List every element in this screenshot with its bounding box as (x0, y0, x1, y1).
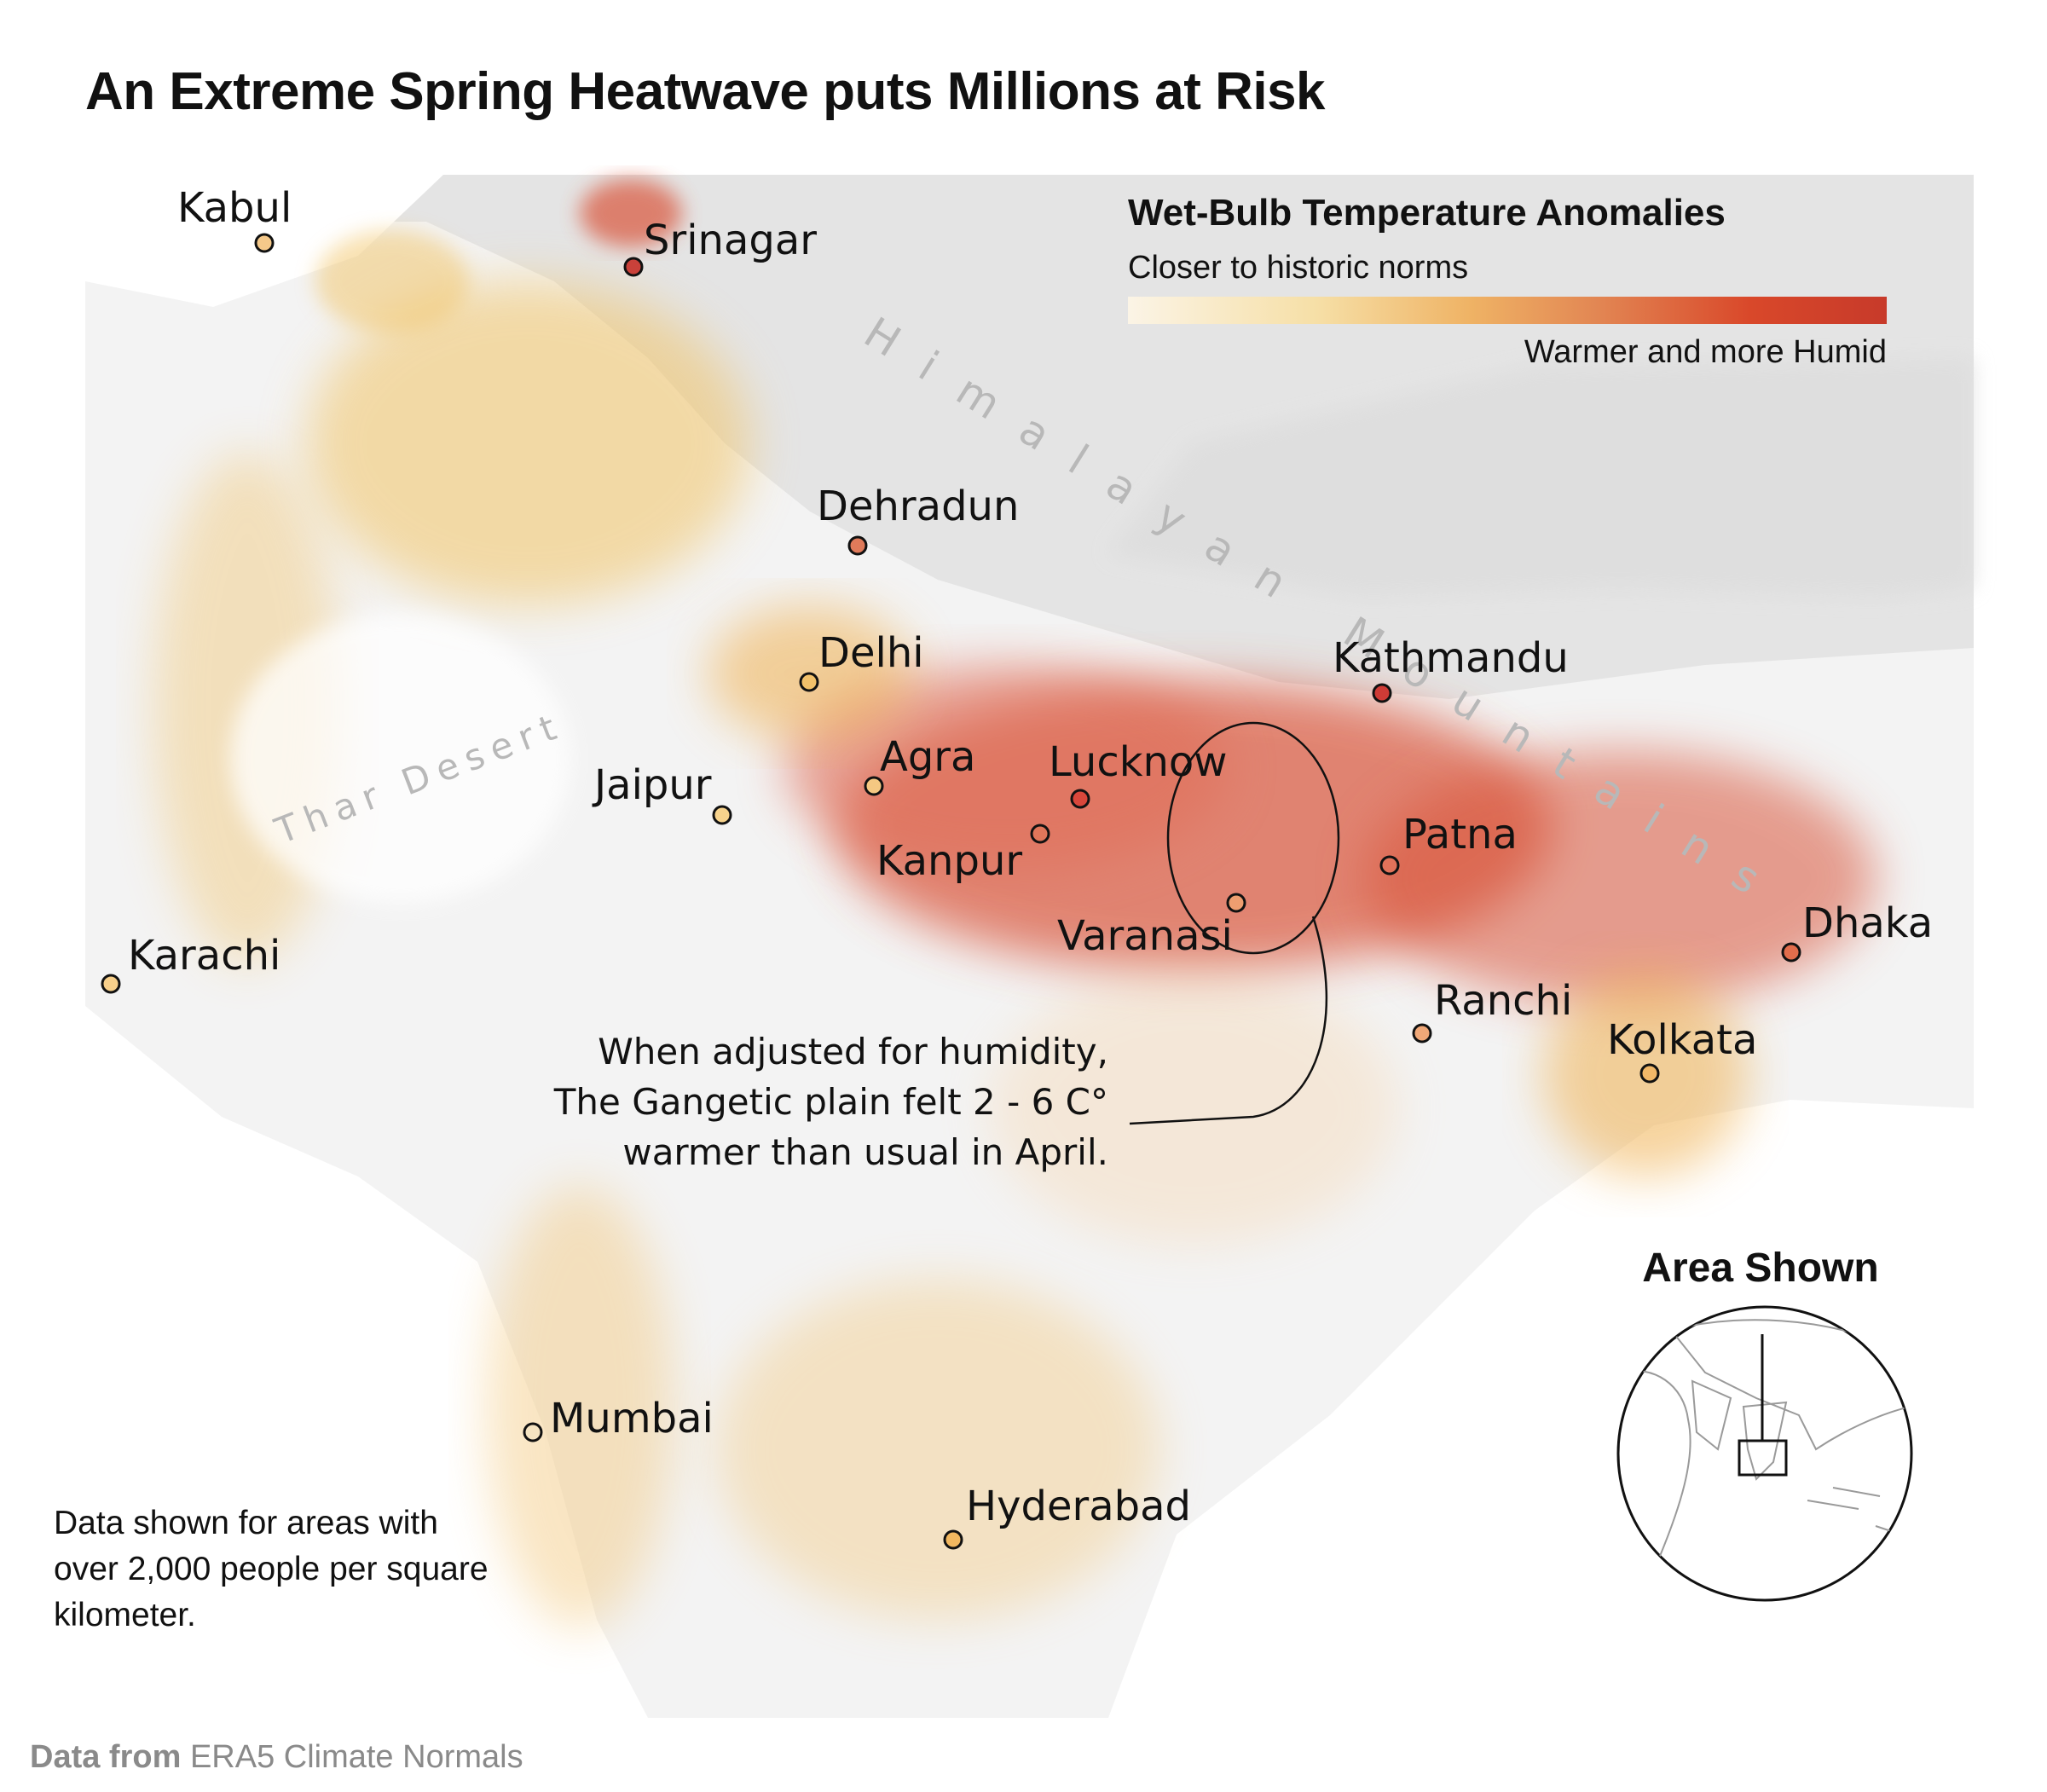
city-label: Kolkata (1607, 1016, 1757, 1064)
annotation-line-2: The Gangetic plain felt 2 - 6 C° (553, 1081, 1108, 1123)
city-marker (799, 672, 819, 692)
city-marker (864, 776, 884, 796)
globe-arabia-outline (1691, 1379, 1732, 1451)
city-label: Kabul (177, 184, 292, 232)
city-jaipur: Jaipur (592, 761, 732, 825)
city-marker (847, 535, 868, 556)
city-marker (254, 233, 275, 253)
city-label: Dhaka (1802, 899, 1933, 947)
city-marker (1070, 789, 1090, 809)
city-srinagar: Srinagar (623, 217, 817, 277)
thar-desert-area (230, 614, 571, 904)
punjab-heat (307, 281, 750, 605)
city-label: Mumbai (550, 1395, 714, 1442)
globe-outline (1616, 1305, 1913, 1602)
city-marker (623, 257, 644, 277)
city-dhaka: Dhaka (1781, 899, 1933, 962)
city-label: Kathmandu (1333, 634, 1569, 682)
city-kabul: Kabul (177, 184, 292, 253)
globe-india-outline (1742, 1401, 1788, 1481)
legend: Wet-Bulb Temperature Anomalies Closer to… (1128, 192, 1887, 371)
city-varanasi: Varanasi (1057, 893, 1246, 960)
legend-high-label: Warmer and more Humid (1524, 334, 1887, 370)
city-marker (1412, 1023, 1432, 1043)
city-marker (101, 974, 121, 994)
source-text: ERA5 Climate Normals (189, 1739, 523, 1775)
city-hyderabad: Hyderabad (943, 1483, 1191, 1550)
city-marker (1372, 683, 1392, 703)
city-lucknow: Lucknow (1049, 738, 1228, 809)
annotation-leader (1129, 916, 1328, 1125)
city-karachi: Karachi (101, 932, 280, 994)
city-marker (712, 805, 732, 825)
city-label: Patna (1402, 811, 1518, 858)
city-marker (1639, 1063, 1660, 1084)
city-label: Ranchi (1434, 977, 1572, 1025)
legend-title: Wet-Bulb Temperature Anomalies (1128, 192, 1726, 234)
annotation-line-3: warmer than usual in April. (622, 1131, 1108, 1173)
city-marker (943, 1529, 963, 1550)
data-note: Data shown for areas with over 2,000 peo… (54, 1505, 489, 1633)
city-label: Agra (880, 733, 975, 781)
city-marker (1226, 893, 1246, 913)
city-label: Srinagar (644, 217, 817, 264)
city-label: Jaipur (592, 761, 712, 809)
city-label: Lucknow (1049, 738, 1228, 786)
city-label: Kanpur (876, 837, 1022, 885)
city-kathmandu: Kathmandu (1333, 634, 1569, 703)
city-delhi: Delhi (799, 629, 924, 692)
city-label: Delhi (818, 629, 924, 677)
city-label: Hyderabad (966, 1483, 1191, 1530)
city-label: Dehradun (817, 483, 1019, 530)
legend-color-ramp (1128, 297, 1887, 324)
city-patna: Patna (1379, 811, 1518, 876)
source-credit: Data from ERA5 Climate Normals (30, 1739, 523, 1776)
inset-title: Area Shown (1642, 1246, 1879, 1291)
city-label: Varanasi (1057, 912, 1233, 960)
map-title: An Extreme Spring Heatwave puts Millions… (85, 62, 1326, 121)
city-marker (1781, 942, 1801, 962)
city-marker (1379, 855, 1400, 876)
city-ranchi: Ranchi (1412, 977, 1572, 1043)
city-dehradun: Dehradun (817, 483, 1019, 556)
source-prefix: Data from (30, 1739, 182, 1775)
city-marker (1030, 824, 1050, 844)
city-mumbai: Mumbai (523, 1395, 714, 1442)
city-label: Karachi (128, 932, 280, 980)
legend-low-label: Closer to historic norms (1128, 250, 1469, 286)
annotation-line-1: When adjusted for humidity, (598, 1031, 1108, 1072)
annotation-circle (1166, 721, 1340, 955)
city-agra: Agra (864, 733, 975, 796)
city-marker (523, 1422, 543, 1442)
city-kanpur: Kanpur (876, 824, 1050, 885)
city-kolkata: Kolkata (1607, 1016, 1757, 1084)
